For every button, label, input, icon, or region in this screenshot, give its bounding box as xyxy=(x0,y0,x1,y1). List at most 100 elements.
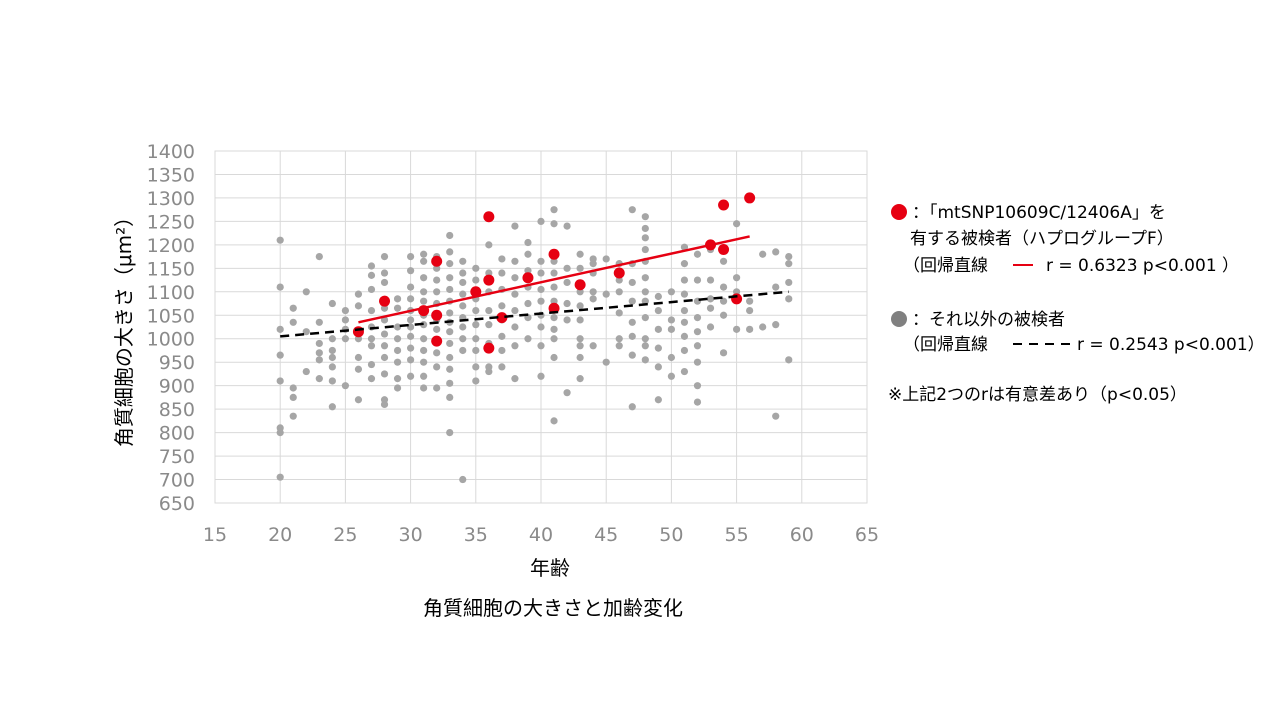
gray-data-point xyxy=(472,276,480,284)
legend-red-line1: ：「mtSNP10609C/12406A」を xyxy=(912,203,1166,223)
series-gray-points xyxy=(276,206,793,484)
gray-data-point xyxy=(341,316,349,324)
gray-data-point xyxy=(407,295,415,303)
red-data-point xyxy=(470,286,482,298)
gray-data-point xyxy=(420,274,428,282)
gray-data-point xyxy=(498,302,506,310)
gray-data-point xyxy=(420,335,428,343)
gray-data-point xyxy=(680,260,689,268)
gray-data-point xyxy=(772,321,780,329)
x-tick-label: 40 xyxy=(529,524,553,546)
gray-data-point xyxy=(693,276,702,284)
gray-data-point xyxy=(667,353,676,362)
gray-data-point xyxy=(302,288,310,296)
gray-data-point xyxy=(328,353,336,362)
gray-data-point xyxy=(420,257,428,265)
gray-data-point xyxy=(446,429,454,437)
gray-data-point xyxy=(693,314,702,322)
gray-data-point xyxy=(433,384,441,392)
red-data-point xyxy=(731,293,743,305)
gray-data-point xyxy=(472,321,480,329)
gray-data-point xyxy=(615,276,623,284)
gray-data-point xyxy=(446,328,454,336)
gray-data-point xyxy=(354,290,363,298)
gray-data-point xyxy=(276,236,284,244)
gray-data-point xyxy=(472,335,480,343)
gray-data-point xyxy=(328,377,336,385)
gray-data-point xyxy=(537,323,545,331)
gray-data-point xyxy=(537,297,545,305)
gray-data-point xyxy=(589,260,597,268)
gray-data-point xyxy=(498,255,506,263)
gray-data-point xyxy=(393,295,402,303)
gray-data-point xyxy=(511,274,519,282)
legend-gray-line1: ：それ以外の被検者 xyxy=(912,310,1065,330)
legend-red-line2: 有する被検者（ハプログループF） xyxy=(910,229,1174,249)
gray-data-point xyxy=(576,375,584,383)
gray-data-point xyxy=(550,220,558,228)
gray-data-point xyxy=(367,375,376,383)
gray-data-point xyxy=(433,288,441,296)
red-data-point xyxy=(483,211,495,223)
gray-data-point xyxy=(693,342,702,350)
gray-data-point xyxy=(380,353,389,362)
gray-data-point xyxy=(706,276,715,284)
gray-data-point xyxy=(550,417,558,425)
gray-data-point xyxy=(719,349,728,357)
gray-data-point xyxy=(289,384,297,392)
gray-data-point xyxy=(459,346,467,355)
gray-data-point xyxy=(680,332,689,340)
gray-data-point xyxy=(420,250,428,258)
red-regression-line xyxy=(358,235,750,324)
gray-data-point xyxy=(628,297,636,305)
legend-note: ※上記2つのrは有意差あり（p<0.05） xyxy=(888,385,1187,405)
x-tick-label: 20 xyxy=(268,524,292,546)
gray-data-point xyxy=(602,358,610,366)
gray-data-point xyxy=(328,403,336,411)
y-tick-label: 1250 xyxy=(147,211,195,233)
y-axis-title: 角質細胞の大きさ（μm²） xyxy=(112,207,136,447)
gray-data-point xyxy=(772,248,780,256)
gray-data-point xyxy=(576,342,584,350)
gray-data-point xyxy=(446,309,454,317)
x-tick-label: 30 xyxy=(399,524,423,546)
gray-data-point xyxy=(641,274,649,282)
gray-data-point xyxy=(733,325,741,333)
gray-data-point xyxy=(367,262,376,270)
gray-data-point xyxy=(615,342,623,350)
gray-data-point xyxy=(380,342,389,350)
gray-data-point xyxy=(485,321,493,329)
gray-data-point xyxy=(746,297,754,305)
gray-data-point xyxy=(667,325,676,333)
gray-data-point xyxy=(576,288,584,296)
legend-gray-line2a: （回帰直線 xyxy=(903,335,988,355)
gray-data-point xyxy=(315,318,323,326)
gray-data-point xyxy=(420,297,428,305)
gray-data-point xyxy=(641,245,649,254)
gray-data-point xyxy=(485,241,493,249)
gray-data-point xyxy=(485,306,493,315)
gray-data-point xyxy=(706,304,715,312)
gray-data-point xyxy=(459,475,467,484)
legend-gray-line2b: r = 0.2543 p<0.001） xyxy=(1077,335,1265,355)
red-data-point xyxy=(522,272,534,284)
gray-data-point xyxy=(459,335,467,343)
gray-data-point xyxy=(524,267,532,275)
gray-data-point xyxy=(354,302,363,310)
gray-data-point xyxy=(524,335,532,343)
gray-data-point xyxy=(537,372,545,380)
gray-data-point xyxy=(641,342,649,350)
gray-data-point xyxy=(407,344,415,352)
red-data-point xyxy=(548,248,560,260)
gray-data-point xyxy=(641,356,649,364)
y-tick-label: 850 xyxy=(159,399,195,421)
gray-data-point xyxy=(680,346,689,355)
gray-data-point xyxy=(589,288,597,296)
gray-data-point xyxy=(641,335,649,343)
gray-data-point xyxy=(446,339,454,348)
gray-data-point xyxy=(472,306,480,315)
gray-data-point xyxy=(446,393,454,401)
gray-data-point xyxy=(550,269,558,277)
gray-data-point xyxy=(446,248,454,256)
